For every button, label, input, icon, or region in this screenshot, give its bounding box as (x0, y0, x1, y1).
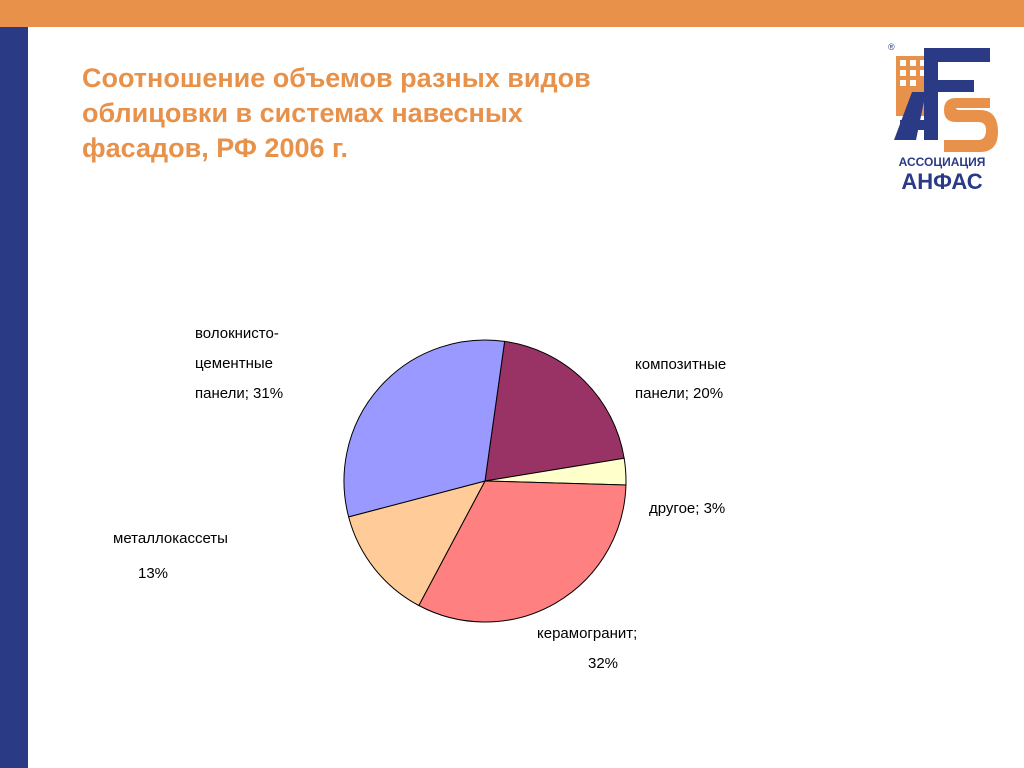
slice-label-1-line-0: другое; 3% (649, 500, 726, 517)
slide-title: Соотношение объемов разных видов облицов… (82, 61, 762, 166)
pie-slice-4 (343, 339, 506, 518)
pie-slice-3 (348, 480, 486, 607)
anfas-logo: ® АССОЦИАЦИЯ АНФАС (888, 42, 998, 194)
title-line-1: Соотношение объемов разных видов (82, 63, 591, 93)
logo-text-association: АССОЦИАЦИЯ (899, 155, 986, 169)
slice-label-3-line-1: 13% (138, 565, 169, 582)
left-accent-bar (0, 27, 28, 768)
title-line-3: фасадов, РФ 2006 г. (82, 133, 349, 163)
top-accent-bar (0, 0, 1024, 27)
slice-label-4-line-1: цементные (195, 355, 273, 372)
logo-registered-mark: ® (888, 42, 895, 52)
slice-label-3-line-0: металлокассеты (113, 530, 228, 547)
logo-text-anfas: АНФАС (901, 169, 982, 194)
slice-label-2-line-1: 32% (588, 655, 619, 672)
title-line-2: облицовки в системах навесных (82, 98, 523, 128)
slice-label-0-line-1: панели; 20% (635, 385, 724, 402)
pie-slice-2 (418, 480, 627, 623)
slice-label-4-line-2: панели; 31% (195, 385, 284, 402)
slice-label-0-line-0: композитные (635, 356, 727, 373)
slice-label-4-line-0: волокнисто- (195, 325, 279, 342)
pie-slice-0 (484, 340, 625, 482)
slice-label-2-line-0: керамогранит; (537, 625, 638, 642)
